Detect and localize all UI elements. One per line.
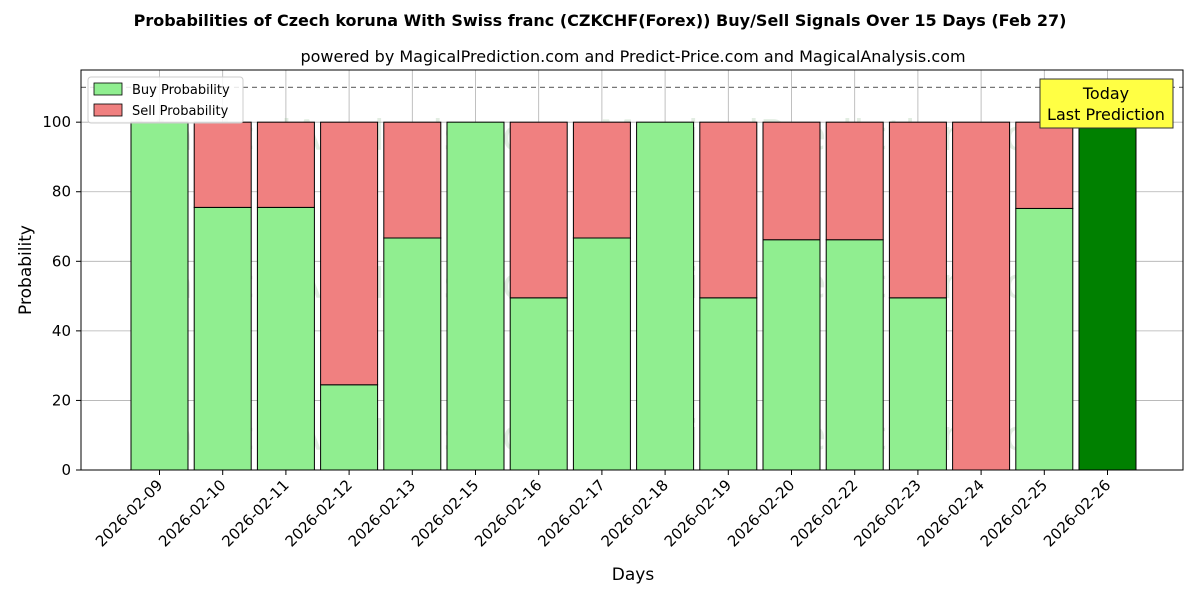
buy-bar (762, 239, 821, 471)
sell-bar (952, 121, 1011, 471)
annotation-line-today: Today (1082, 84, 1129, 103)
x-tick-label: 2026-02-18 (598, 476, 672, 550)
legend: Buy Probability Sell Probability (87, 76, 244, 124)
chart-title: Probabilities of Czech koruna With Swiss… (134, 11, 1067, 30)
x-tick-label: 2026-02-12 (282, 476, 356, 550)
x-tick-label: 2026-02-26 (1040, 476, 1114, 550)
sell-bar (699, 121, 758, 299)
x-tick-label: 2026-02-10 (155, 476, 229, 550)
sell-bar (572, 121, 631, 239)
sell-bar (888, 121, 947, 299)
sell-bar (320, 121, 379, 386)
annotation-line-last-prediction: Last Prediction (1047, 105, 1165, 124)
y-axis-label: Probability (16, 225, 36, 315)
buy-bar (1078, 121, 1137, 471)
x-tick-label: 2026-02-16 (471, 476, 545, 550)
x-axis-ticks: 2026-02-092026-02-102026-02-112026-02-12… (92, 470, 1114, 550)
x-tick-label: 2026-02-24 (914, 476, 988, 550)
buy-bar (130, 121, 189, 471)
x-tick-label: 2026-02-09 (92, 476, 166, 550)
x-tick-label: 2026-02-13 (345, 476, 419, 550)
x-axis-label: Days (612, 565, 655, 585)
bars (130, 121, 1137, 471)
buy-bar (256, 206, 315, 471)
legend-box (87, 76, 244, 124)
sell-bar (1015, 121, 1074, 209)
y-tick-label: 20 (52, 391, 71, 409)
sell-bar (509, 121, 568, 299)
buy-bar (825, 239, 884, 471)
legend-label-buy: Buy Probability (132, 83, 230, 98)
buy-bar (446, 121, 505, 471)
sell-bar (383, 121, 442, 239)
annotation-box (1039, 78, 1174, 129)
buy-bar (320, 384, 379, 471)
legend-swatch-buy (93, 82, 123, 96)
y-tick-label: 40 (52, 322, 71, 340)
chart-subtitle: powered by MagicalPrediction.com and Pre… (300, 47, 965, 66)
buy-bar (193, 206, 252, 471)
x-tick-label: 2026-02-17 (534, 476, 608, 550)
buy-bar (1015, 207, 1074, 471)
sell-bar (193, 121, 252, 208)
y-tick-label: 100 (42, 113, 71, 131)
y-axis-ticks: 0 20 40 60 80 100 (42, 113, 81, 479)
legend-swatch-sell (93, 103, 123, 117)
sell-bar (825, 121, 884, 241)
plot-frame (80, 69, 1184, 471)
y-tick-label: 80 (52, 183, 71, 201)
x-tick-label: 2026-02-22 (787, 476, 861, 550)
x-tick-label: 2026-02-19 (661, 476, 735, 550)
sell-bar (762, 121, 821, 241)
x-tick-label: 2026-02-11 (218, 476, 292, 550)
today-annotation: Today Last Prediction (1039, 78, 1174, 129)
x-tick-label: 2026-02-25 (977, 476, 1051, 550)
y-tick-label: 60 (52, 252, 71, 270)
x-tick-label: 2026-02-23 (850, 476, 924, 550)
buy-bar (509, 297, 568, 471)
buy-bar (699, 297, 758, 471)
legend-label-sell: Sell Probability (132, 104, 229, 119)
x-tick-label: 2026-02-15 (408, 476, 482, 550)
y-tick-label: 0 (61, 461, 71, 479)
buy-bar (383, 237, 442, 471)
x-tick-label: 2026-02-20 (724, 476, 798, 550)
sell-bar (256, 121, 315, 208)
buy-bar (572, 237, 631, 471)
buy-bar (636, 121, 695, 471)
buy-bar (888, 297, 947, 471)
